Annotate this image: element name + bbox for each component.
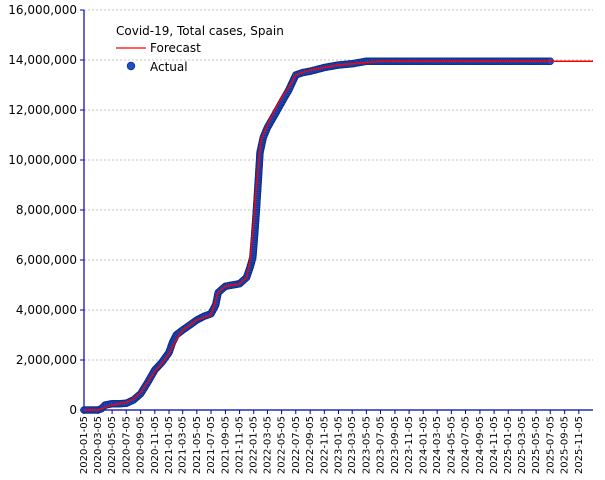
legend: Covid-19, Total cases, Spain Forecast Ac… <box>116 24 284 74</box>
x-tick-label: 2021-07-05 <box>206 416 217 474</box>
legend-forecast-label: Forecast <box>150 41 201 55</box>
y-tick-label: 14,000,000 <box>8 53 77 67</box>
x-tick-label: 2023-09-05 <box>390 416 401 474</box>
x-axis-ticks: 2020-01-05 2020-03-05 2020-05-05 2020-07-05… <box>79 410 585 474</box>
x-tick-label: 2023-11-05 <box>404 416 415 474</box>
x-tick-label: 2021-09-05 <box>220 416 231 474</box>
x-tick-label: 2025-03-05 <box>517 416 528 474</box>
x-tick-label: 2022-11-05 <box>319 416 330 474</box>
x-tick-label: 2024-11-05 <box>489 416 500 474</box>
y-tick-label: 12,000,000 <box>8 103 77 117</box>
chart-title: Covid-19, Total cases, Spain <box>116 24 284 38</box>
y-tick-label: 0 <box>69 403 77 417</box>
forecast-series <box>84 60 593 411</box>
x-tick-label: 2022-03-05 <box>262 416 273 474</box>
x-tick-label: 2022-09-05 <box>305 416 316 474</box>
x-tick-label: 2023-07-05 <box>376 416 387 474</box>
x-tick-label: 2024-09-05 <box>475 416 486 474</box>
x-tick-label: 2025-01-05 <box>503 416 514 474</box>
x-tick-label: 2020-03-05 <box>93 416 104 474</box>
y-tick-label: 4,000,000 <box>16 303 77 317</box>
x-tick-label: 2020-05-05 <box>107 416 118 474</box>
x-tick-label: 2021-03-05 <box>178 416 189 474</box>
y-tick-label: 6,000,000 <box>16 253 77 267</box>
x-tick-label: 2025-05-05 <box>531 416 542 474</box>
x-tick-label: 2023-05-05 <box>361 416 372 474</box>
y-tick-label: 10,000,000 <box>8 153 77 167</box>
x-tick-label: 2024-01-05 <box>418 416 429 474</box>
y-axis-ticks: 0 2,000,000 4,000,000 6,000,000 8,000,000 10,… <box>8 3 84 417</box>
x-tick-label: 2024-07-05 <box>461 416 472 474</box>
x-tick-label: 2020-11-05 <box>150 416 161 474</box>
x-tick-label: 2022-05-05 <box>277 416 288 474</box>
x-tick-label: 2022-01-05 <box>249 416 260 474</box>
legend-actual-swatch <box>126 61 136 71</box>
x-tick-label: 2020-09-05 <box>136 416 147 474</box>
x-tick-label: 2025-07-05 <box>545 416 556 474</box>
x-tick-label: 2023-01-05 <box>334 416 345 474</box>
legend-actual-label: Actual <box>150 60 188 74</box>
x-tick-label: 2024-03-05 <box>432 416 443 474</box>
x-tick-label: 2020-07-05 <box>121 416 132 474</box>
forecast-line <box>84 60 593 411</box>
x-tick-label: 2021-11-05 <box>235 416 246 474</box>
x-tick-label: 2022-07-05 <box>291 416 302 474</box>
y-tick-label: 2,000,000 <box>16 353 77 367</box>
x-tick-label: 2024-05-05 <box>446 416 457 474</box>
x-tick-label: 2020-01-05 <box>79 416 90 474</box>
y-tick-label: 16,000,000 <box>8 3 77 17</box>
y-tick-label: 8,000,000 <box>16 203 77 217</box>
x-tick-label: 2023-03-05 <box>347 416 358 474</box>
x-tick-label: 2025-09-05 <box>560 416 571 474</box>
x-tick-label: 2025-11-05 <box>574 416 585 474</box>
x-tick-label: 2021-01-05 <box>164 416 175 474</box>
x-tick-label: 2021-05-05 <box>192 416 203 474</box>
